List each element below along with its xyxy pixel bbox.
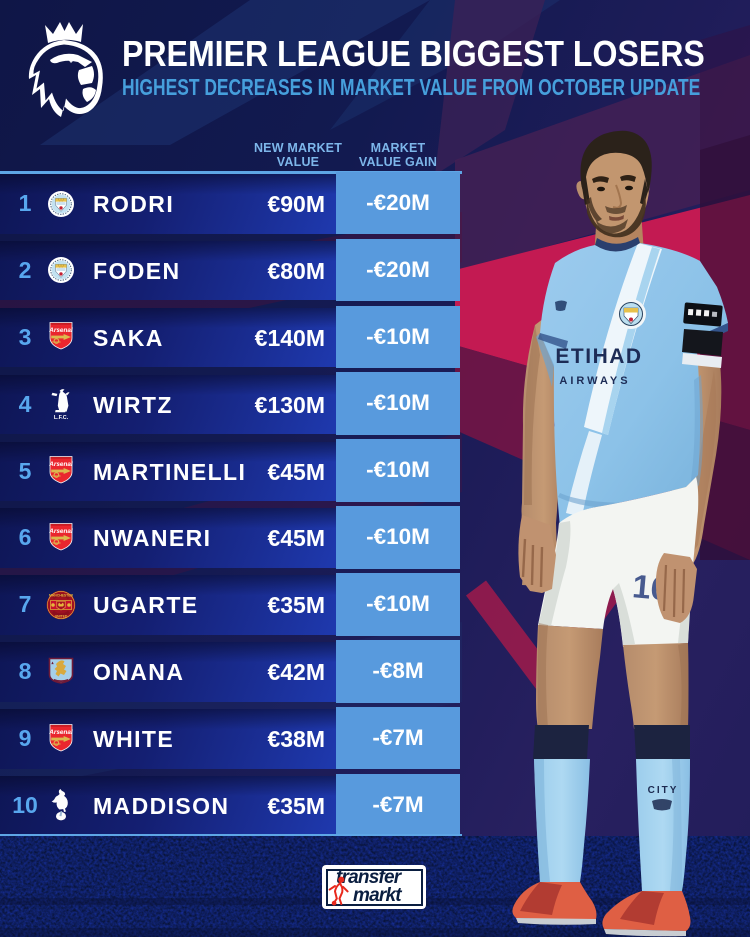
svg-text:CITY: CITY [648, 785, 679, 796]
svg-text:Arsenal: Arsenal [48, 729, 73, 736]
svg-text:L.F.C.: L.F.C. [53, 415, 68, 420]
svg-text:UNITED: UNITED [54, 614, 67, 618]
svg-text:Arsenal: Arsenal [48, 528, 73, 535]
svg-text:Arsenal: Arsenal [48, 461, 73, 468]
svg-text:MANCHESTER: MANCHESTER [49, 593, 73, 597]
svg-text:AIRWAYS: AIRWAYS [559, 375, 630, 387]
svg-text:Arsenal: Arsenal [48, 327, 73, 334]
svg-text:ETIHAD: ETIHAD [555, 345, 642, 368]
